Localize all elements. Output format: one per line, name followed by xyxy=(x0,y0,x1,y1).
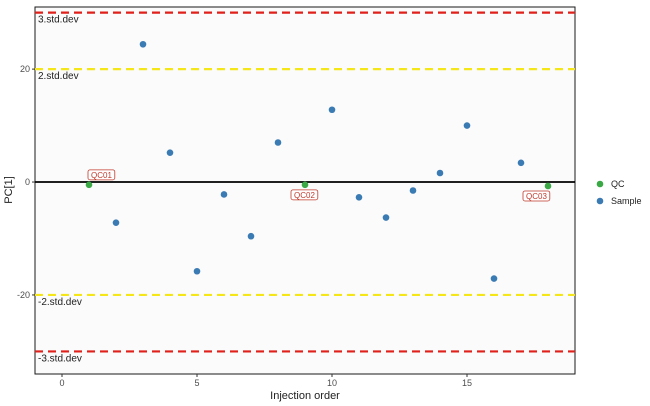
x-tick-label: 5 xyxy=(194,378,199,388)
sample-point xyxy=(166,149,174,156)
x-tick-label: 15 xyxy=(462,378,472,388)
qc-label-text: QC02 xyxy=(294,191,315,200)
x-tick-label: 10 xyxy=(327,378,337,388)
sample-point xyxy=(409,187,417,194)
legend: QC Sample xyxy=(596,179,642,206)
reference-line-label: -2.std.dev xyxy=(38,297,82,308)
sample-point xyxy=(436,169,444,177)
sample-point xyxy=(463,122,471,129)
sample-point xyxy=(490,275,498,282)
y-axis-title: PC[1] xyxy=(3,176,15,204)
sample-point xyxy=(193,267,201,275)
legend-label: Sample xyxy=(611,196,642,206)
sample-point xyxy=(355,193,363,201)
reference-line-label: -3.std.dev xyxy=(38,353,82,364)
sample-point xyxy=(247,232,255,240)
sample-point xyxy=(328,106,336,114)
qc-label-box xyxy=(290,189,319,201)
sample-point xyxy=(139,40,147,48)
legend-key xyxy=(596,180,604,188)
qc-label-text: QC03 xyxy=(526,192,547,201)
qc-label-box xyxy=(87,169,116,181)
x-axis-title: Injection order xyxy=(270,390,340,402)
y-tick-label: -20 xyxy=(17,290,30,300)
qc-label-box xyxy=(522,190,551,202)
y-axis: -20 0 20 xyxy=(17,64,35,300)
legend-label: QC xyxy=(611,179,625,189)
sample-point xyxy=(220,191,228,198)
sample-point xyxy=(112,219,120,226)
qc-point xyxy=(85,181,93,189)
qc-labels: QC01 QC02 QC03 xyxy=(87,169,551,202)
reference-line-label: 2.std.dev xyxy=(38,71,79,82)
qc-point xyxy=(544,182,552,190)
y-tick-label: 20 xyxy=(20,64,30,74)
data-points xyxy=(85,40,552,282)
legend-key xyxy=(596,197,604,205)
sample-point xyxy=(382,214,390,221)
x-axis: 0 5 10 15 xyxy=(59,374,472,388)
reference-line-label: 3.std.dev xyxy=(38,15,79,26)
y-tick-label: 0 xyxy=(25,177,30,187)
qc-label-text: QC01 xyxy=(91,171,112,180)
sample-point xyxy=(517,159,525,167)
qc-point xyxy=(301,181,309,189)
x-tick-label: 0 xyxy=(59,378,64,388)
sample-point xyxy=(274,139,282,146)
